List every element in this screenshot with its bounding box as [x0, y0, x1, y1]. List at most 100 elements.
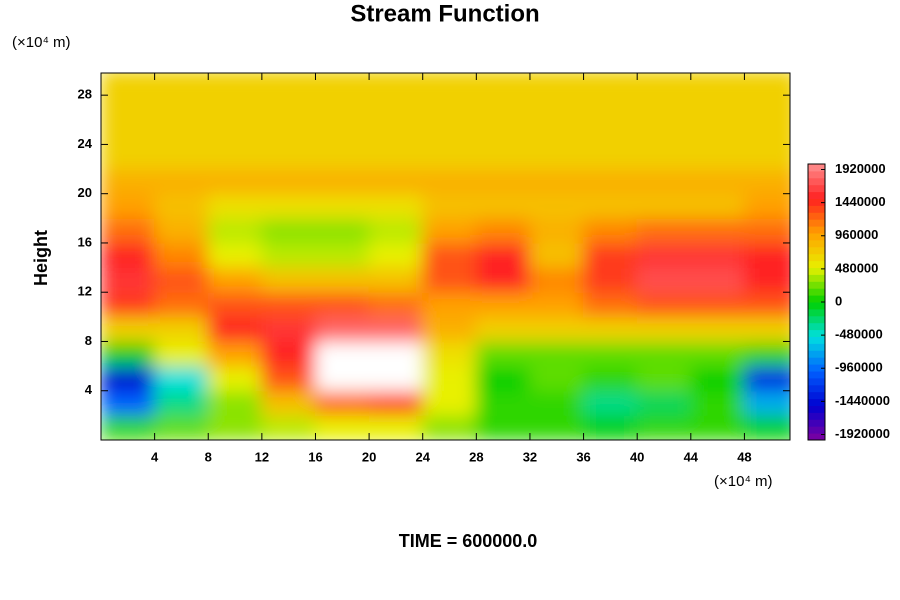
field-cell: [690, 291, 745, 318]
field-cell: [583, 316, 638, 342]
field-cell: [261, 193, 316, 219]
footer: TIME = 600000.0: [399, 531, 538, 551]
colorbar-band: [808, 239, 825, 248]
plot-frame: [100, 72, 791, 441]
field-cell: [529, 73, 585, 96]
field-cell: [101, 365, 156, 392]
colorbar-band: [808, 274, 825, 282]
field-cell: [529, 168, 585, 195]
field-cell: [583, 73, 638, 96]
field-cell: [368, 390, 424, 416]
colorbar-band: [808, 170, 825, 179]
field-cell: [529, 143, 585, 170]
field-cell: [368, 316, 424, 342]
field-cell: [529, 414, 585, 440]
field-cell: [422, 291, 477, 318]
field-cell: [690, 267, 745, 293]
field-cell: [583, 365, 638, 392]
field-cell: [636, 365, 692, 392]
field-cell: [101, 316, 156, 342]
colorbar-band: [808, 433, 825, 441]
colorbar-tick-label: 1920000: [835, 161, 886, 176]
field-cell: [207, 340, 263, 367]
colorbar-tick-label: 480000: [835, 260, 878, 275]
colorbar-band: [808, 191, 825, 199]
field-cell: [101, 390, 156, 416]
colorbar-tick-label: 0: [835, 293, 842, 308]
field-cell: [207, 242, 263, 269]
field-cell: [314, 365, 370, 392]
x-tick-label: 32: [523, 449, 537, 464]
field-cell: [690, 119, 745, 145]
field-cell: [368, 143, 424, 170]
field-cell: [690, 193, 745, 219]
field-cell: [101, 340, 156, 367]
field-cell: [101, 193, 156, 219]
field-cell: [475, 316, 531, 342]
field-cell: [422, 119, 477, 145]
field-cell: [154, 143, 209, 170]
field-cell: [101, 291, 156, 318]
field-cell: [422, 193, 477, 219]
field-cell: [636, 94, 692, 121]
field-cell: [154, 168, 209, 195]
field-cell: [475, 267, 531, 293]
field-cell: [368, 340, 424, 367]
field-cell: [368, 217, 424, 244]
field-cell: [314, 291, 370, 318]
field-cell: [583, 340, 638, 367]
field-cell: [314, 316, 370, 342]
field-cell: [207, 267, 263, 293]
field-cell: [154, 73, 209, 96]
field-cell: [101, 119, 156, 145]
colorbar-band: [808, 226, 825, 234]
field-cell: [475, 143, 531, 170]
field-cell: [207, 94, 263, 121]
field-cell: [314, 217, 370, 244]
x-tick-label: 44: [684, 449, 699, 464]
field-cell: [583, 414, 638, 440]
field-cell: [636, 73, 692, 96]
field-cell: [154, 217, 209, 244]
colorbar-band: [808, 164, 825, 172]
field-cell: [583, 94, 638, 121]
field-cell: [475, 94, 531, 121]
field-cell: [743, 340, 790, 367]
field-cell: [743, 242, 790, 269]
field-cell: [475, 365, 531, 392]
field-cell: [743, 267, 790, 293]
colorbar-band: [808, 302, 825, 310]
y-tick-label: 8: [85, 333, 92, 348]
colorbar-band: [808, 426, 825, 434]
field-cell: [101, 143, 156, 170]
field-cell: [529, 316, 585, 342]
field-cell: [207, 217, 263, 244]
y-tick-label: 28: [78, 87, 92, 102]
field-cell: [475, 119, 531, 145]
field-cell: [314, 390, 370, 416]
field-cell: [583, 143, 638, 170]
field-cell: [690, 242, 745, 269]
field-cell: [636, 143, 692, 170]
field-cell: [743, 316, 790, 342]
field-cell: [368, 242, 424, 269]
field-cell: [690, 365, 745, 392]
chart-title: Stream Function: [350, 0, 539, 27]
y-unit: (×10⁴ m): [12, 34, 71, 51]
field-cell: [368, 73, 424, 96]
colorbar-band: [808, 184, 825, 193]
colorbar-tick-label: -1920000: [835, 426, 890, 441]
colorbar-band: [808, 391, 825, 400]
field-cell: [207, 390, 263, 416]
field-cell: [101, 267, 156, 293]
field-cell: [101, 217, 156, 244]
y-tick-label: 20: [78, 185, 92, 200]
field-cell: [261, 119, 316, 145]
field-cell: [101, 94, 156, 121]
colorbar-band: [808, 412, 825, 420]
colorbar-band: [808, 198, 825, 206]
colorbar-band: [808, 233, 825, 241]
field-cell: [314, 193, 370, 219]
field-cell: [154, 340, 209, 367]
